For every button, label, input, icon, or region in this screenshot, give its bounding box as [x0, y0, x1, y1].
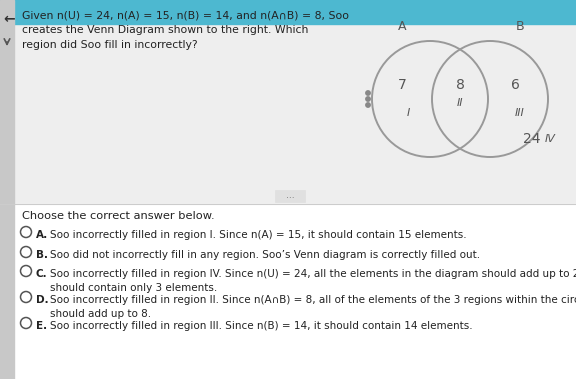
- Circle shape: [366, 91, 370, 95]
- Bar: [0, 0, 576, 204]
- Text: ←: ←: [3, 12, 14, 26]
- Text: Soo incorrectly filled in region I. Since n(A) = 15, it should contain 15 elemen: Soo incorrectly filled in region I. Sinc…: [50, 230, 467, 240]
- Text: III: III: [515, 108, 525, 118]
- Bar: [275, 190, 305, 202]
- Text: II: II: [457, 98, 463, 108]
- Text: A: A: [398, 20, 406, 33]
- Text: Given n(U) = 24, n(A) = 15, n(B) = 14, and n(A∩B) = 8, Soo
creates the Venn Diag: Given n(U) = 24, n(A) = 15, n(B) = 14, a…: [22, 11, 349, 50]
- Bar: [0, 204, 576, 379]
- Text: Soo incorrectly filled in region II. Since n(A∩B) = 8, all of the elements of th: Soo incorrectly filled in region II. Sin…: [50, 295, 576, 319]
- Text: D.: D.: [36, 295, 48, 305]
- Circle shape: [366, 103, 370, 107]
- Text: 7: 7: [397, 78, 407, 92]
- Text: 6: 6: [510, 78, 520, 92]
- Text: ...: ...: [286, 191, 294, 200]
- Circle shape: [366, 97, 370, 101]
- Text: B: B: [516, 20, 524, 33]
- Text: 24: 24: [523, 132, 541, 146]
- Text: 8: 8: [456, 78, 464, 92]
- Bar: [0, 0, 14, 379]
- Text: Choose the correct answer below.: Choose the correct answer below.: [22, 211, 215, 221]
- Text: B.: B.: [36, 250, 48, 260]
- Text: I: I: [407, 108, 410, 118]
- Text: C.: C.: [36, 269, 48, 279]
- Text: Soo did not incorrectly fill in any region. Soo’s Venn diagram is correctly fill: Soo did not incorrectly fill in any regi…: [50, 250, 480, 260]
- Text: A.: A.: [36, 230, 48, 240]
- Text: Soo incorrectly filled in region III. Since n(B) = 14, it should contain 14 elem: Soo incorrectly filled in region III. Si…: [50, 321, 473, 331]
- Text: Soo incorrectly filled in region IV. Since n(U) = 24, all the elements in the di: Soo incorrectly filled in region IV. Sin…: [50, 269, 576, 293]
- Bar: [0, 0, 576, 24]
- Text: E.: E.: [36, 321, 47, 331]
- Text: IV: IV: [544, 134, 555, 144]
